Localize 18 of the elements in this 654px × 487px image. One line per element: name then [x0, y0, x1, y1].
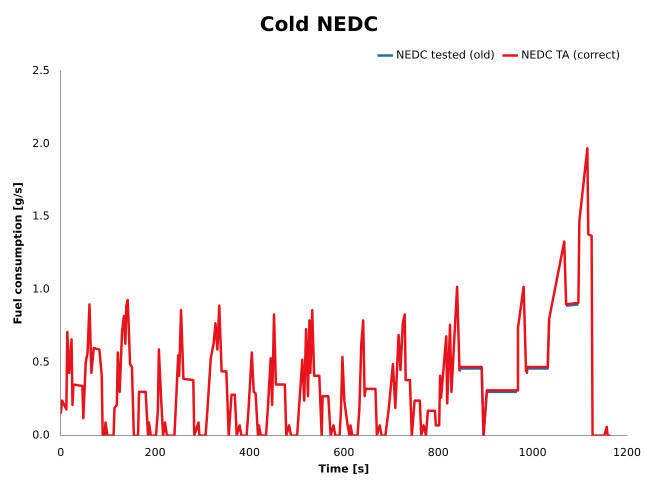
y-tick-label: 1.0	[32, 282, 50, 296]
legend-label: NEDC TA (correct)	[521, 48, 620, 62]
x-tick-label: 800	[428, 446, 449, 460]
y-tick-label: 2.0	[32, 136, 50, 150]
x-tick-label: 1200	[613, 446, 642, 460]
x-tick-label: 0	[57, 446, 64, 460]
x-axis-title: Time [s]	[318, 462, 370, 476]
x-tick-label: 1000	[518, 446, 547, 460]
y-tick-label: 1.5	[32, 210, 50, 223]
x-tick-label: 200	[144, 446, 166, 460]
x-tick-label: 600	[333, 446, 354, 460]
x-tick-label: 400	[238, 446, 260, 460]
y-tick-label: 0.5	[32, 356, 50, 369]
y-tick-label: 0.0	[32, 428, 50, 442]
legend-label: NEDC tested (old)	[396, 48, 495, 62]
y-axis-title: Fuel consumption [g/s]	[11, 182, 24, 324]
chart-title: Cold NEDC	[260, 12, 378, 36]
y-tick-label: 2.5	[32, 64, 50, 77]
